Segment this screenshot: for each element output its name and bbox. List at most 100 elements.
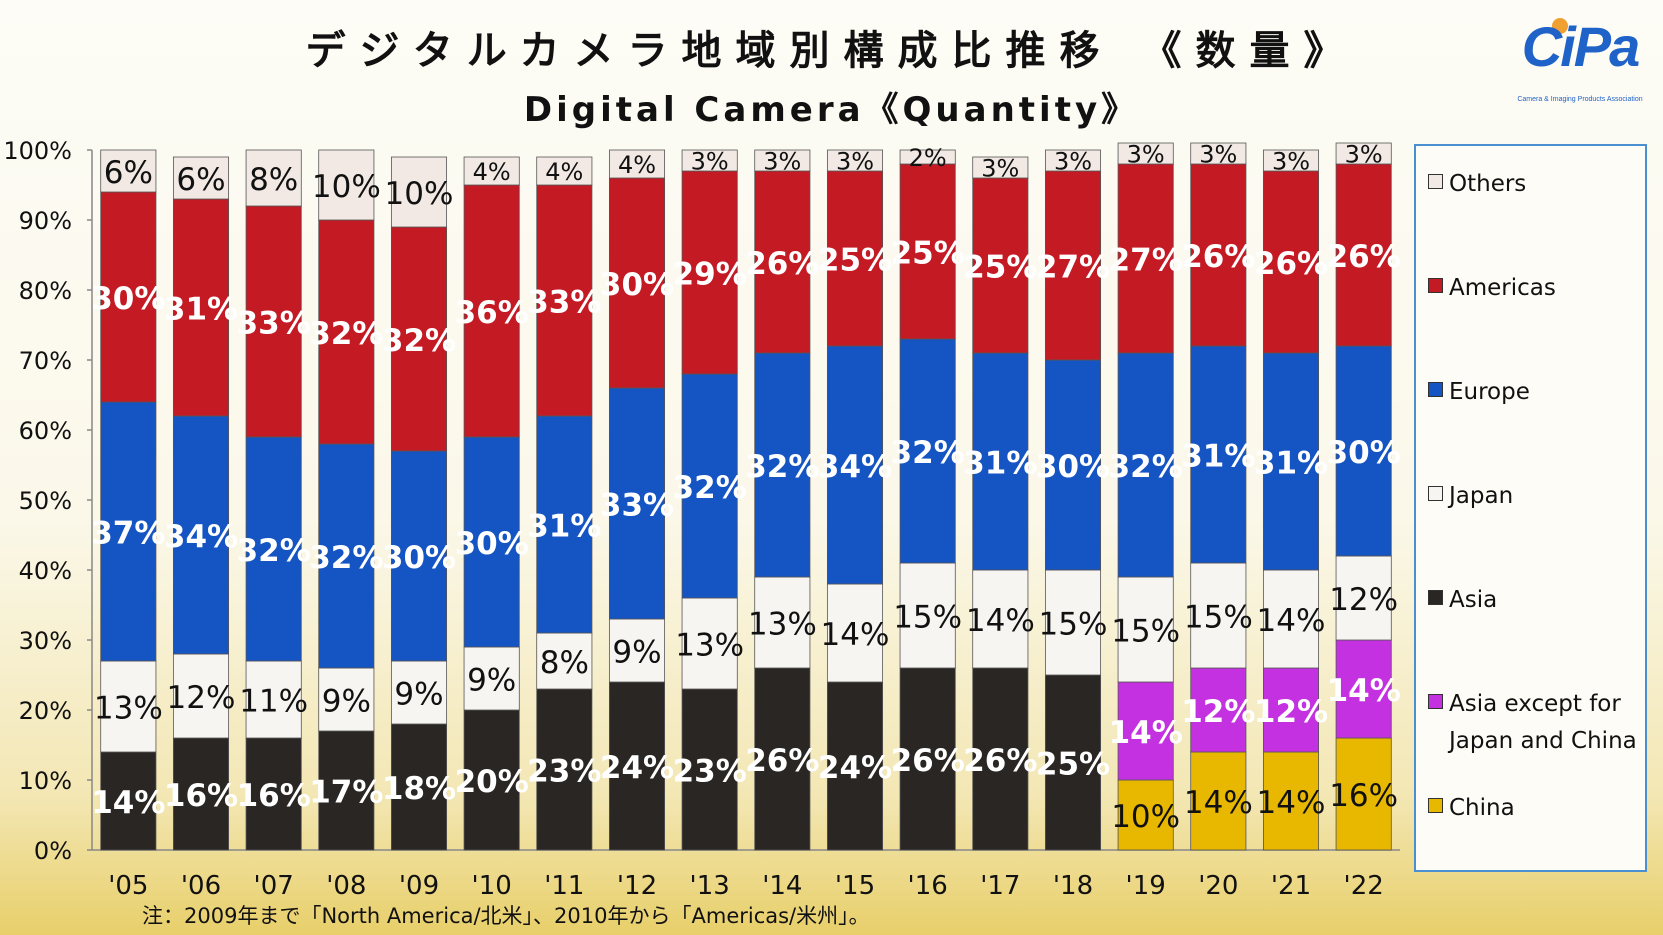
bar-value-label: 25% [963, 250, 1037, 286]
bar-segment [318, 443, 375, 669]
bar-value-label: 6% [104, 155, 153, 191]
bar-segment [826, 681, 884, 851]
bar-segment [754, 352, 811, 578]
bar-value-label: 36% [455, 295, 529, 331]
logo-dot-icon [1552, 18, 1568, 34]
bar-value-label: 23% [673, 754, 747, 790]
bar-value-label: 4% [618, 151, 656, 179]
bar-segment [1262, 352, 1320, 571]
y-tick-label: 40% [19, 557, 72, 585]
bar-segment [1190, 751, 1247, 851]
bar-segment [172, 156, 230, 200]
legend-item: Others [1428, 166, 1526, 203]
x-tick-label: '14 [762, 871, 802, 901]
bar-value-label: 26% [963, 743, 1037, 779]
bar-value-label: 12% [167, 680, 236, 716]
bar-segment [1044, 149, 1102, 172]
bar-value-label: 9% [394, 677, 443, 713]
bar-segment [100, 149, 157, 193]
bar-segment [245, 737, 302, 851]
bar-value-label: 12% [1181, 694, 1255, 730]
legend-label: Americas [1449, 275, 1556, 301]
x-tick-label: '15 [835, 871, 875, 901]
bar-segment [972, 177, 1029, 354]
bar-value-label: 30% [91, 281, 165, 317]
y-tick-label: 20% [19, 697, 72, 725]
bar-segment [100, 401, 157, 662]
bar-value-label: 24% [818, 750, 892, 786]
bar-value-label: 3% [1272, 148, 1310, 176]
x-tick-label: '09 [399, 871, 439, 901]
legend-item: Europe [1428, 374, 1530, 411]
y-tick-label: 80% [19, 277, 72, 305]
bar-segment [826, 345, 884, 585]
bar-value-label: 20% [455, 764, 529, 800]
bar-segment [1335, 142, 1392, 165]
legend-swatch [1428, 694, 1443, 709]
bar-segment [1044, 170, 1102, 361]
bar-value-label: 32% [1109, 449, 1183, 485]
legend-label: Japan [1449, 483, 1514, 509]
legend-swatch [1428, 174, 1443, 189]
bar-segment [1262, 667, 1320, 753]
bar-segment [681, 149, 738, 172]
legend-label: Others [1449, 171, 1527, 197]
bar-value-label: 9% [322, 684, 371, 720]
bar-segment [754, 149, 811, 172]
bar-value-label: 24% [600, 750, 674, 786]
x-tick-label: '17 [980, 871, 1020, 901]
bar-segment [972, 667, 1029, 851]
bar-value-label: 9% [467, 663, 516, 699]
bar-segment [608, 149, 666, 179]
bar-segment [1335, 345, 1392, 557]
x-tick-label: '06 [181, 871, 221, 901]
bar-value-label: 30% [600, 267, 674, 303]
legend-label: Asia except for Japan and China [1449, 691, 1637, 754]
bar-value-label: 3% [763, 148, 801, 176]
bar-value-label: 17% [309, 775, 383, 811]
bar-value-label: 32% [745, 449, 819, 485]
bar-value-label: 14% [1327, 673, 1401, 709]
bar-value-label: 16% [237, 778, 311, 814]
legend-swatch [1428, 278, 1443, 293]
bar-value-label: 12% [1254, 694, 1328, 730]
bar-value-label: 33% [600, 488, 674, 524]
bar-value-label: 14% [1257, 785, 1326, 821]
bar-segment [1117, 576, 1174, 683]
y-tick-label: 50% [19, 487, 72, 515]
y-tick-label: 70% [19, 347, 72, 375]
bar-segment [245, 149, 302, 207]
bar-value-label: 29% [673, 257, 747, 293]
bar-value-label: 3% [836, 148, 874, 176]
bar-value-label: 31% [164, 292, 238, 328]
x-tick-label: '10 [472, 871, 512, 901]
bar-segment [899, 562, 956, 669]
bar-segment [972, 156, 1029, 179]
bar-segment [536, 415, 593, 634]
x-tick-label: '05 [108, 871, 148, 901]
bar-value-label: 33% [527, 285, 601, 321]
bar-value-label: 14% [1257, 603, 1326, 639]
bar-segment [681, 597, 738, 690]
bar-segment [754, 667, 811, 851]
x-tick-label: '12 [617, 871, 657, 901]
bar-value-label: 32% [382, 323, 456, 359]
bar-segment [1117, 163, 1174, 354]
bar-value-label: 15% [1039, 607, 1108, 643]
bar-segment [318, 219, 375, 445]
bar-segment [1262, 751, 1320, 851]
footnote: 注：2009年まで「North America/北米」、2010年から「Amer… [142, 904, 870, 928]
bar-segment [681, 688, 738, 851]
bar-value-label: 31% [1254, 446, 1328, 482]
x-tick-label: '18 [1053, 871, 1093, 901]
logo-subtext: Camera & Imaging Products Association [1517, 96, 1643, 103]
y-tick-label: 30% [19, 627, 72, 655]
bar-segment [318, 730, 375, 851]
bar-segment [1262, 569, 1320, 669]
bar-value-label: 12% [1329, 582, 1398, 618]
bar-value-label: 26% [891, 743, 965, 779]
bar-value-label: 34% [818, 449, 892, 485]
bar-segment [1117, 779, 1174, 851]
bar-value-label: 32% [237, 533, 311, 569]
